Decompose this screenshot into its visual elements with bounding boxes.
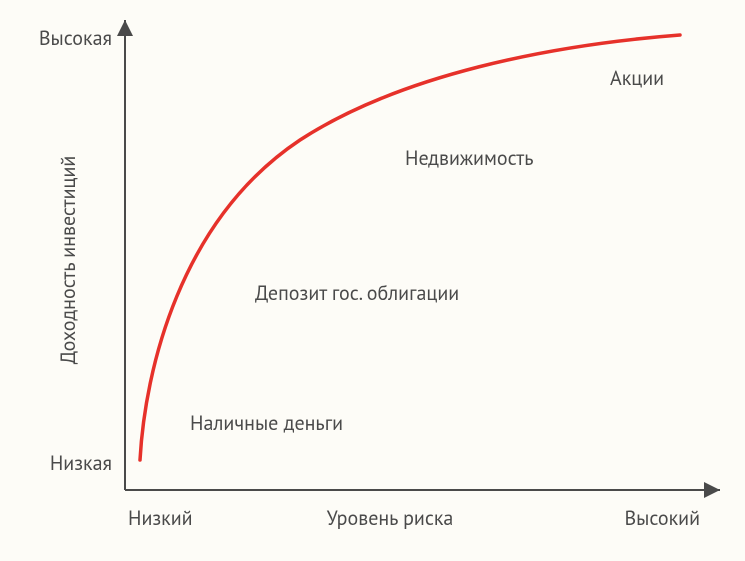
annotation-3: Акции: [610, 65, 664, 91]
x-axis-arrowhead: [704, 482, 720, 498]
chart-svg: Высокая Низкая Доходность инвестиций Низ…: [0, 0, 745, 561]
annotation-0: Наличные деньги: [190, 410, 343, 436]
y-axis-title: Доходность инвестиций: [55, 156, 81, 365]
annotation-1: Депозит гос. облигации: [255, 280, 459, 306]
x-high-label: Высокий: [624, 505, 700, 531]
y-low-label: Низкая: [50, 450, 112, 476]
x-low-label: Низкий: [128, 505, 193, 531]
annotations-group: Наличные деньги Депозит гос. облигации Нед…: [190, 65, 664, 436]
annotation-2: Недвижимость: [405, 145, 534, 171]
x-axis-title: Уровень риска: [327, 505, 454, 531]
y-axis-arrowhead: [117, 20, 133, 36]
risk-return-chart: Высокая Низкая Доходность инвестиций Низ…: [0, 0, 745, 561]
y-high-label: Высокая: [39, 25, 112, 51]
risk-return-curve: [140, 35, 680, 460]
